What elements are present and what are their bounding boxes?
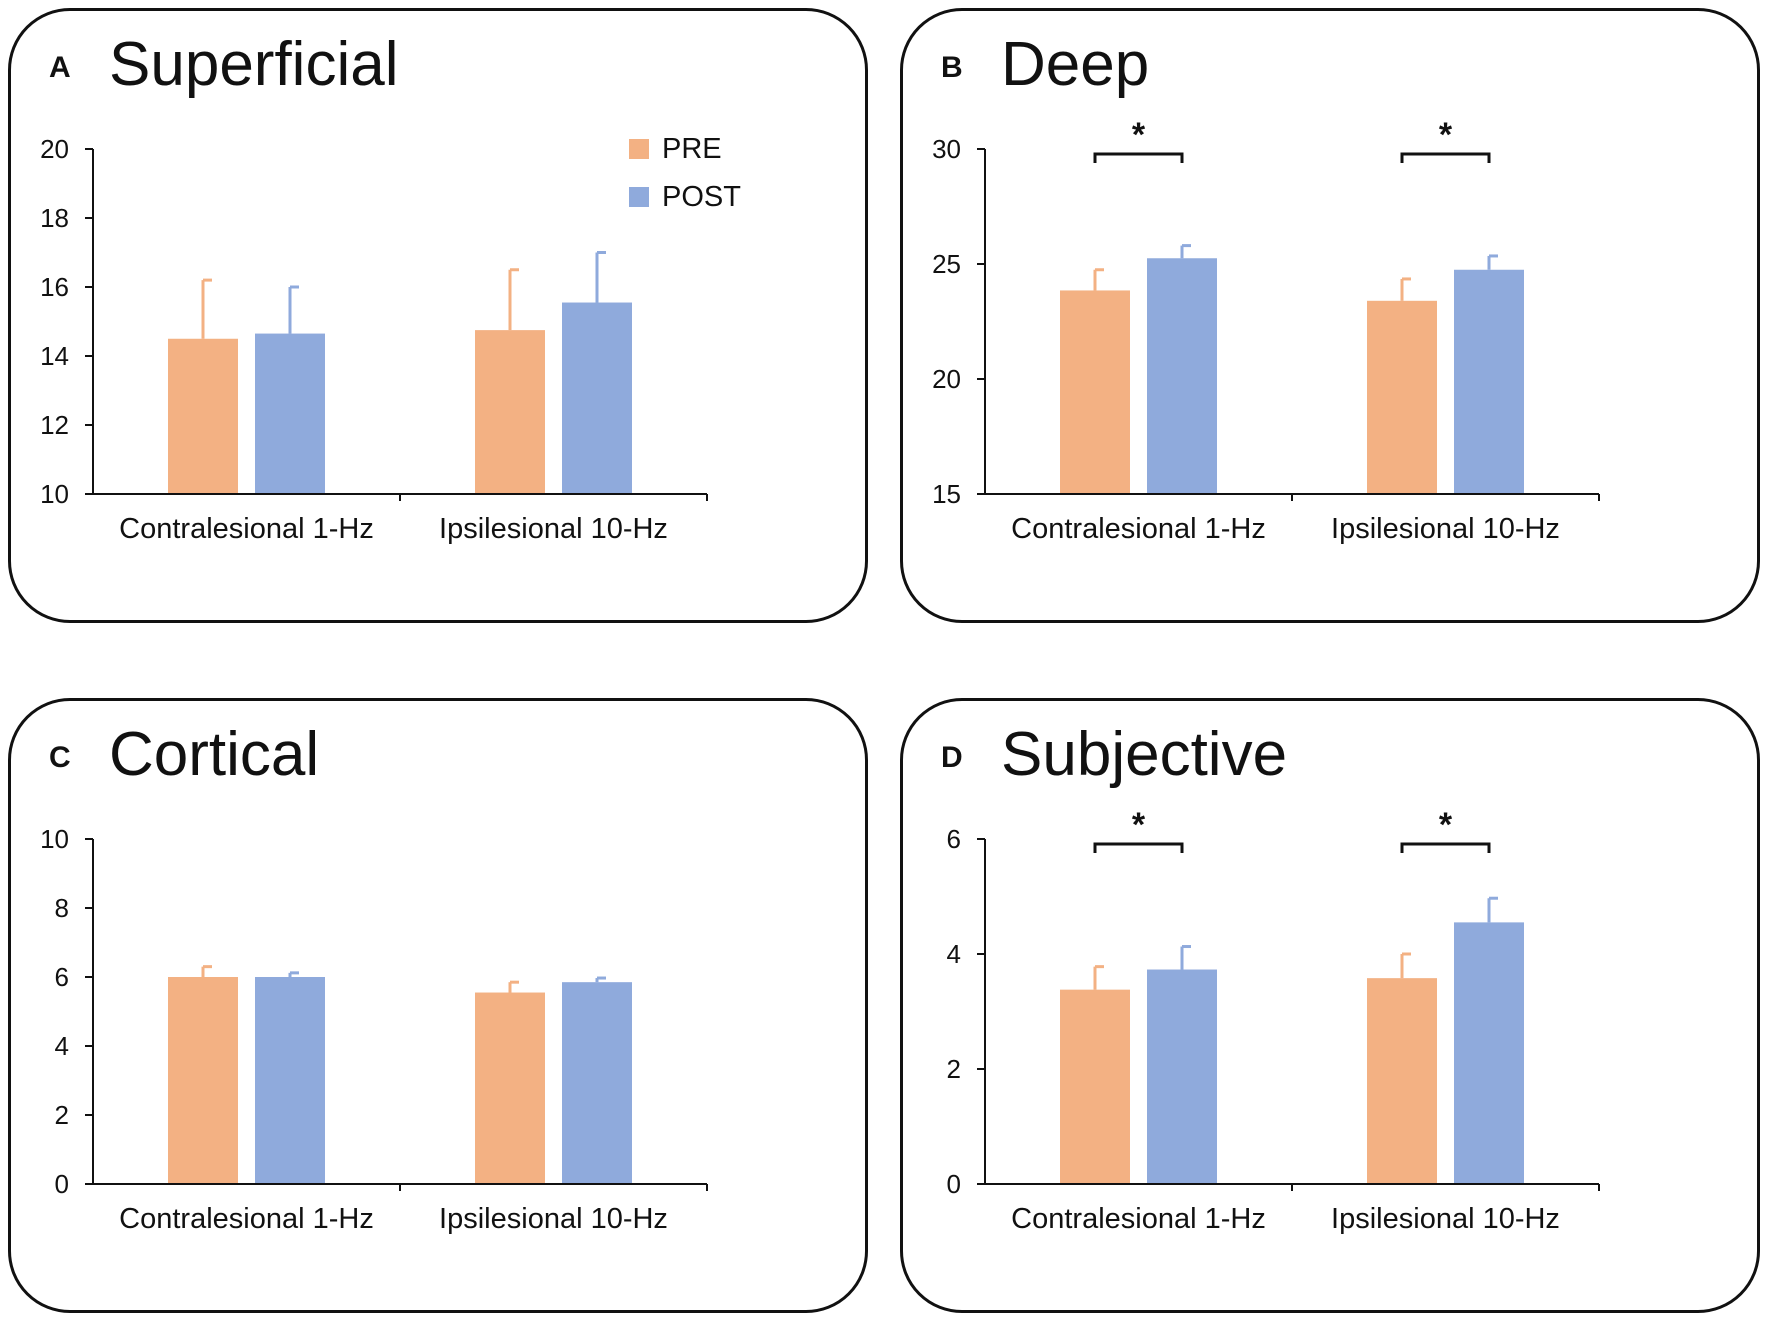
panel-letter: C: [49, 741, 71, 774]
x-category-label: Ipsilesional 10-Hz: [1331, 1203, 1560, 1235]
legend-label: PRE: [662, 133, 722, 165]
bar-post: [255, 333, 325, 494]
y-tick-label: 10: [40, 824, 69, 854]
significance-bracket: [1400, 842, 1491, 853]
chart-deep: 15 20 25 30 Contralesional 1-Hz * Ipsilesional…: [932, 116, 1600, 545]
x-category-label: Ipsilesional 10-Hz: [439, 513, 668, 545]
y-tick-label: 6: [55, 962, 69, 992]
significance-star: *: [1132, 806, 1146, 844]
bar-pre: [475, 992, 545, 1184]
chart-cortical: 0 2 4 6 8 10 Contralesional 1-Hz Ipsilesional 1…: [40, 824, 708, 1235]
y-tick-label: 16: [40, 272, 69, 302]
y-tick-label: 2: [947, 1054, 961, 1084]
bar-post: [1454, 269, 1524, 494]
bar-pre: [1060, 989, 1130, 1184]
panel-title: Cortical: [109, 720, 320, 789]
chart-subjective: 0 2 4 6 Contralesional 1-Hz * Ipsilesional 10-…: [947, 806, 1600, 1235]
significance-star: *: [1132, 116, 1146, 154]
y-tick-label: 0: [55, 1169, 69, 1199]
bar-post: [255, 977, 325, 1184]
panel-deep: B Deep 15 20 25 30 Contralesional 1-Hz * Ipsil…: [900, 8, 1760, 623]
significance-bracket: [1400, 152, 1491, 163]
significance-star: *: [1439, 116, 1453, 154]
panel-letter: A: [49, 51, 71, 84]
y-tick-label: 10: [40, 479, 69, 509]
significance-bracket: [1093, 152, 1184, 163]
bar-post: [1454, 922, 1524, 1184]
y-tick-label: 0: [947, 1169, 961, 1199]
bar-pre: [168, 338, 238, 494]
panel-title: Subjective: [1001, 720, 1288, 789]
x-category-label: Contralesional 1-Hz: [119, 513, 374, 545]
legend-swatch-pre: [629, 139, 649, 159]
y-tick-label: 6: [947, 824, 961, 854]
x-category-label: Ipsilesional 10-Hz: [439, 1203, 668, 1235]
x-category-label: Contralesional 1-Hz: [119, 1203, 374, 1235]
panel-subjective: D Subjective 0 2 4 6 Contralesional 1-Hz * Ips…: [900, 698, 1760, 1313]
x-category-label: Contralesional 1-Hz: [1011, 513, 1266, 545]
y-tick-label: 15: [932, 479, 961, 509]
panel-letter: D: [941, 741, 963, 774]
legend-swatch-post: [629, 187, 649, 207]
y-tick-label: 2: [55, 1100, 69, 1130]
panel-superficial: A Superficial 10 12 14 16 18 20 Contralesional…: [8, 8, 868, 623]
bar-post: [1147, 969, 1217, 1184]
chart-superficial: 10 12 14 16 18 20 Contralesional 1-Hz Ipsilesio…: [40, 133, 741, 545]
y-tick-label: 30: [932, 134, 961, 164]
bar-pre: [168, 977, 238, 1184]
x-category-label: Contralesional 1-Hz: [1011, 1203, 1266, 1235]
panel-letter: B: [941, 51, 963, 84]
y-tick-label: 8: [55, 893, 69, 923]
y-tick-label: 4: [55, 1031, 69, 1061]
panel-title: Superficial: [109, 30, 399, 99]
y-tick-label: 25: [932, 249, 961, 279]
significance-star: *: [1439, 806, 1453, 844]
y-tick-label: 14: [40, 341, 69, 371]
significance-bracket: [1093, 842, 1184, 853]
y-tick-label: 20: [932, 364, 961, 394]
bar-pre: [1367, 978, 1437, 1184]
y-tick-label: 12: [40, 410, 69, 440]
bar-post: [562, 302, 632, 494]
panel-cortical: C Cortical 0 2 4 6 8 10 Contralesional 1-Hz Ips…: [8, 698, 868, 1313]
bar-pre: [1060, 290, 1130, 494]
legend-label: POST: [662, 181, 741, 213]
y-tick-label: 4: [947, 939, 961, 969]
y-tick-label: 20: [40, 134, 69, 164]
panel-title: Deep: [1001, 30, 1150, 99]
bar-post: [1147, 258, 1217, 494]
x-category-label: Ipsilesional 10-Hz: [1331, 513, 1560, 545]
bar-pre: [1367, 300, 1437, 494]
bar-post: [562, 982, 632, 1184]
y-tick-label: 18: [40, 203, 69, 233]
bar-pre: [475, 330, 545, 494]
